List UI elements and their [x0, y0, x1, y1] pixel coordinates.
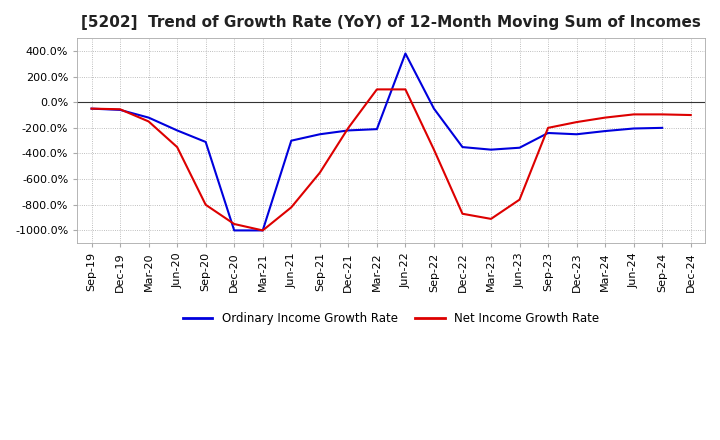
Net Income Growth Rate — [401, 87, 410, 92]
Ordinary Income Growth Rate — [202, 139, 210, 145]
Net Income Growth Rate — [116, 106, 125, 112]
Net Income Growth Rate — [315, 170, 324, 176]
Net Income Growth Rate — [544, 125, 552, 131]
Net Income Growth Rate — [287, 205, 296, 210]
Ordinary Income Growth Rate — [344, 128, 353, 133]
Net Income Growth Rate — [600, 115, 609, 120]
Net Income Growth Rate — [372, 87, 381, 92]
Net Income Growth Rate — [487, 216, 495, 221]
Ordinary Income Growth Rate — [458, 144, 467, 150]
Ordinary Income Growth Rate — [116, 107, 125, 113]
Net Income Growth Rate — [173, 144, 181, 150]
Ordinary Income Growth Rate — [516, 145, 524, 150]
Ordinary Income Growth Rate — [401, 51, 410, 56]
Net Income Growth Rate — [516, 197, 524, 202]
Net Income Growth Rate — [629, 112, 638, 117]
Ordinary Income Growth Rate — [658, 125, 667, 131]
Ordinary Income Growth Rate — [629, 126, 638, 131]
Net Income Growth Rate — [430, 147, 438, 152]
Ordinary Income Growth Rate — [315, 132, 324, 137]
Net Income Growth Rate — [686, 112, 695, 117]
Ordinary Income Growth Rate — [173, 128, 181, 133]
Net Income Growth Rate — [144, 119, 153, 124]
Net Income Growth Rate — [230, 221, 238, 227]
Net Income Growth Rate — [258, 228, 267, 233]
Ordinary Income Growth Rate — [372, 126, 381, 132]
Line: Ordinary Income Growth Rate: Ordinary Income Growth Rate — [91, 54, 662, 231]
Ordinary Income Growth Rate — [430, 106, 438, 111]
Ordinary Income Growth Rate — [572, 132, 581, 137]
Net Income Growth Rate — [572, 119, 581, 125]
Net Income Growth Rate — [658, 112, 667, 117]
Net Income Growth Rate — [458, 211, 467, 216]
Ordinary Income Growth Rate — [258, 228, 267, 233]
Ordinary Income Growth Rate — [487, 147, 495, 152]
Ordinary Income Growth Rate — [144, 115, 153, 120]
Net Income Growth Rate — [344, 125, 353, 131]
Line: Net Income Growth Rate: Net Income Growth Rate — [91, 89, 690, 231]
Net Income Growth Rate — [202, 202, 210, 207]
Ordinary Income Growth Rate — [600, 128, 609, 134]
Legend: Ordinary Income Growth Rate, Net Income Growth Rate: Ordinary Income Growth Rate, Net Income … — [178, 307, 604, 330]
Ordinary Income Growth Rate — [544, 130, 552, 136]
Net Income Growth Rate — [87, 106, 96, 111]
Title: [5202]  Trend of Growth Rate (YoY) of 12-Month Moving Sum of Incomes: [5202] Trend of Growth Rate (YoY) of 12-… — [81, 15, 701, 30]
Ordinary Income Growth Rate — [287, 138, 296, 143]
Ordinary Income Growth Rate — [87, 106, 96, 111]
Ordinary Income Growth Rate — [230, 228, 238, 233]
